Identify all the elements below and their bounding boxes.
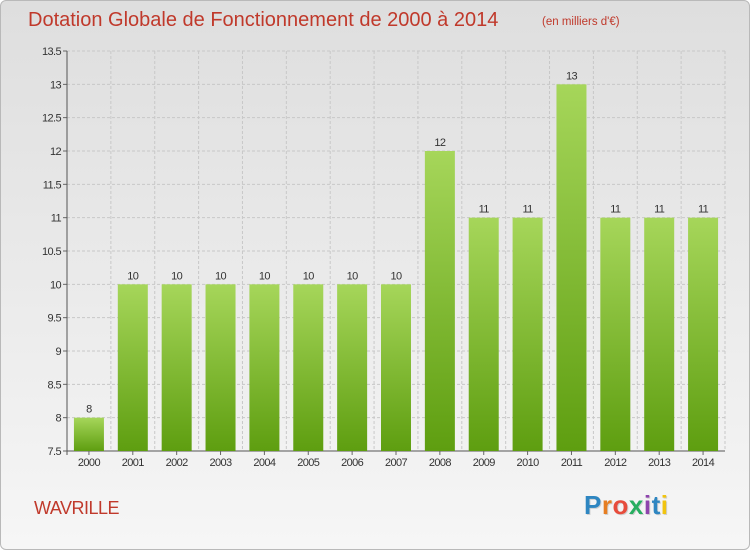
bar-2009: [468, 217, 499, 451]
value-label: 11: [698, 204, 709, 216]
value-label: 10: [390, 270, 402, 282]
y-tick-label: 10.5: [42, 246, 61, 258]
y-tick-label: 11: [51, 213, 62, 225]
y-tick-label: 9.5: [48, 313, 62, 325]
value-label: 8: [86, 404, 92, 416]
bar-2014: [688, 217, 719, 451]
y-tick-label: 10: [50, 279, 62, 291]
x-tick-label: 2002: [166, 457, 189, 469]
bar-2008: [424, 151, 455, 451]
logo-letter: P: [584, 490, 602, 520]
labels: 7.5 8 8.5 9 9.5 10 10.5 11 11.5 12 12.5 13 13.5 8 2000…: [42, 46, 715, 469]
chart-title: Dotation Globale de Fonctionnement de 20…: [28, 9, 499, 31]
commune-name: WAVRILLE: [34, 498, 120, 518]
bar-2007: [381, 284, 411, 451]
y-tick-label: 7.5: [48, 446, 62, 458]
value-label: 10: [259, 270, 271, 282]
x-tick-label: 2013: [648, 457, 671, 469]
logo-letter: i: [660, 490, 669, 520]
bars: [73, 84, 719, 451]
value-label: 10: [303, 270, 315, 282]
grid-lines: [66, 50, 726, 452]
bar-2002: [161, 284, 192, 451]
y-tick-label: 13.5: [42, 46, 61, 58]
x-tick-label: 2011: [561, 457, 583, 469]
value-label: 10: [347, 270, 359, 282]
x-tick-label: 2012: [604, 457, 627, 469]
bar-2010: [512, 217, 543, 451]
x-tick-label: 2010: [517, 457, 540, 469]
x-tick-label: 2007: [385, 457, 408, 469]
logo-letter: o: [612, 490, 629, 520]
x-tick-label: 2000: [78, 457, 101, 469]
x-tick-label: 2003: [209, 457, 232, 469]
x-tick-label: 2008: [429, 457, 452, 469]
logo-letter: x: [628, 490, 644, 520]
bar-2000: [73, 417, 104, 451]
proxiti-logo[interactable]: Proxiti: [584, 490, 668, 521]
x-tick-label: 2009: [473, 457, 496, 469]
bar-2001: [117, 284, 148, 451]
y-tick-label: 13: [50, 79, 62, 91]
x-tick-label: 2001: [122, 457, 145, 469]
y-tick-label: 8.5: [48, 379, 62, 391]
value-label: 10: [215, 270, 227, 282]
bar-2013: [644, 217, 675, 451]
bar-2011: [556, 84, 587, 451]
bar-2004: [249, 284, 280, 451]
value-label: 11: [522, 204, 533, 216]
y-tick-label: 12.5: [42, 113, 61, 125]
value-label: 13: [566, 70, 578, 82]
y-tick-label: 12: [50, 146, 62, 158]
chart-subtitle: (en milliers d'€): [542, 16, 620, 28]
x-tick-label: 2005: [297, 457, 320, 469]
bar-2003: [205, 284, 236, 451]
logo-letter: r: [601, 490, 613, 520]
value-label: 11: [610, 204, 621, 216]
bar-2006: [337, 284, 368, 451]
logo-letter: t: [651, 490, 661, 520]
y-tick-label: 11.5: [43, 179, 62, 191]
y-tick-label: 8: [55, 413, 61, 425]
value-label: 10: [171, 270, 183, 282]
x-tick-label: 2004: [253, 457, 276, 469]
x-tick-label: 2014: [692, 457, 715, 469]
x-tick-label: 2006: [341, 457, 364, 469]
value-label: 11: [654, 204, 665, 216]
y-tick-label: 9: [55, 346, 61, 358]
logo-letter: i: [643, 490, 652, 520]
value-label: 12: [434, 137, 446, 149]
bar-2012: [600, 217, 631, 451]
value-label: 11: [479, 204, 490, 216]
bar-2005: [293, 284, 324, 451]
value-label: 10: [127, 270, 139, 282]
